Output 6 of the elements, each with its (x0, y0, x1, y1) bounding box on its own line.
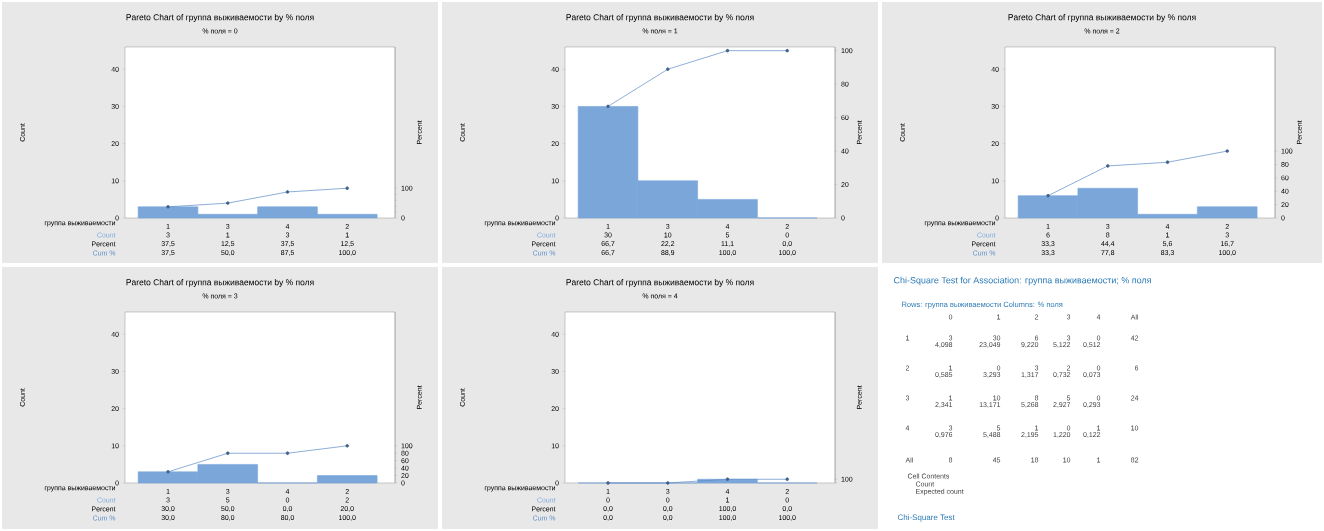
chart-title: Pareto Chart of группа выживаемости by % поля (1008, 14, 1196, 22)
chart-title: Pareto Chart of группа выживаемости by % поля (566, 14, 754, 22)
chart-title: Pareto Chart of группа выживаемости by % поля (566, 279, 754, 287)
chart-title: Pareto Chart of группа выживаемости by % поля (126, 14, 314, 22)
text: Chi-Square Test for Association: группа выживаемости; % поля (893, 276, 1151, 286)
chart-title: Pareto Chart of группа выживаемости by % поля (126, 279, 314, 287)
